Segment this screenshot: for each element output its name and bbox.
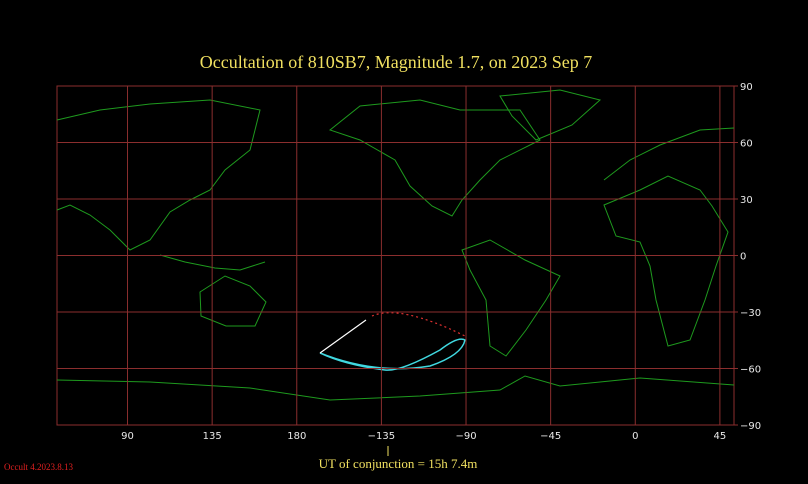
lat-tick-label: −90 <box>740 421 761 432</box>
lon-tick-label: 90 <box>121 431 134 442</box>
lat-tick-label: 0 <box>740 252 746 263</box>
lat-tick-label: −60 <box>740 365 761 376</box>
lon-tick-label: 180 <box>287 431 306 442</box>
lon-tick-label: 45 <box>714 431 727 442</box>
lon-tick-label: −135 <box>368 431 395 442</box>
lon-tick-label: 135 <box>203 431 222 442</box>
lon-tick-label: 0 <box>632 431 638 442</box>
lon-tick-label: −45 <box>540 431 561 442</box>
lat-tick-label: 90 <box>740 82 753 93</box>
version-label: Occult 4.2023.8.13 <box>4 462 73 472</box>
lat-tick-label: 60 <box>740 139 753 150</box>
lon-tick-label: −90 <box>455 431 476 442</box>
lat-tick-label: 30 <box>740 195 753 206</box>
conjunction-label: UT of conjunction = 15h 7.4m <box>319 456 478 471</box>
lat-tick-label: −30 <box>740 308 761 319</box>
title: Occultation of 810SB7, Magnitude 1.7, on… <box>200 52 592 72</box>
coastlines <box>56 89 735 401</box>
